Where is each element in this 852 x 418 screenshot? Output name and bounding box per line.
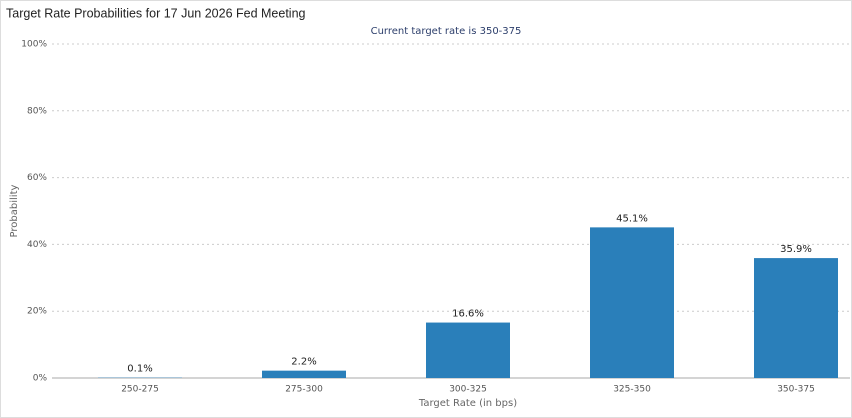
y-tick-label: 20% <box>27 307 47 317</box>
y-tick-label: 60% <box>27 173 47 183</box>
bar <box>754 258 838 378</box>
value-label: 16.6% <box>452 309 484 320</box>
x-tick-label: 350-375 <box>777 385 815 395</box>
bar <box>262 370 346 378</box>
chart-title: Target Rate Probabilities for 17 Jun 202… <box>6 6 306 20</box>
bar <box>590 227 674 378</box>
bar <box>426 322 510 378</box>
y-tick-label: 40% <box>27 240 47 250</box>
x-tick-label: 275-300 <box>285 385 323 395</box>
x-tick-label: 250-275 <box>121 385 159 395</box>
y-tick-label: 0% <box>33 374 48 384</box>
y-tick-label: 100% <box>21 40 47 50</box>
y-tick-label: 80% <box>27 106 47 116</box>
value-label: 2.2% <box>291 357 316 368</box>
x-axis-label: Target Rate (in bps) <box>418 398 517 409</box>
value-label: 45.1% <box>616 213 648 224</box>
x-tick-label: 325-350 <box>613 385 651 395</box>
value-label: 0.1% <box>127 364 152 375</box>
value-label: 35.9% <box>780 244 812 255</box>
chart-subtitle: Current target rate is 350-375 <box>371 26 522 37</box>
x-tick-label: 300-325 <box>449 385 487 395</box>
y-axis-label: Probability <box>9 184 20 237</box>
